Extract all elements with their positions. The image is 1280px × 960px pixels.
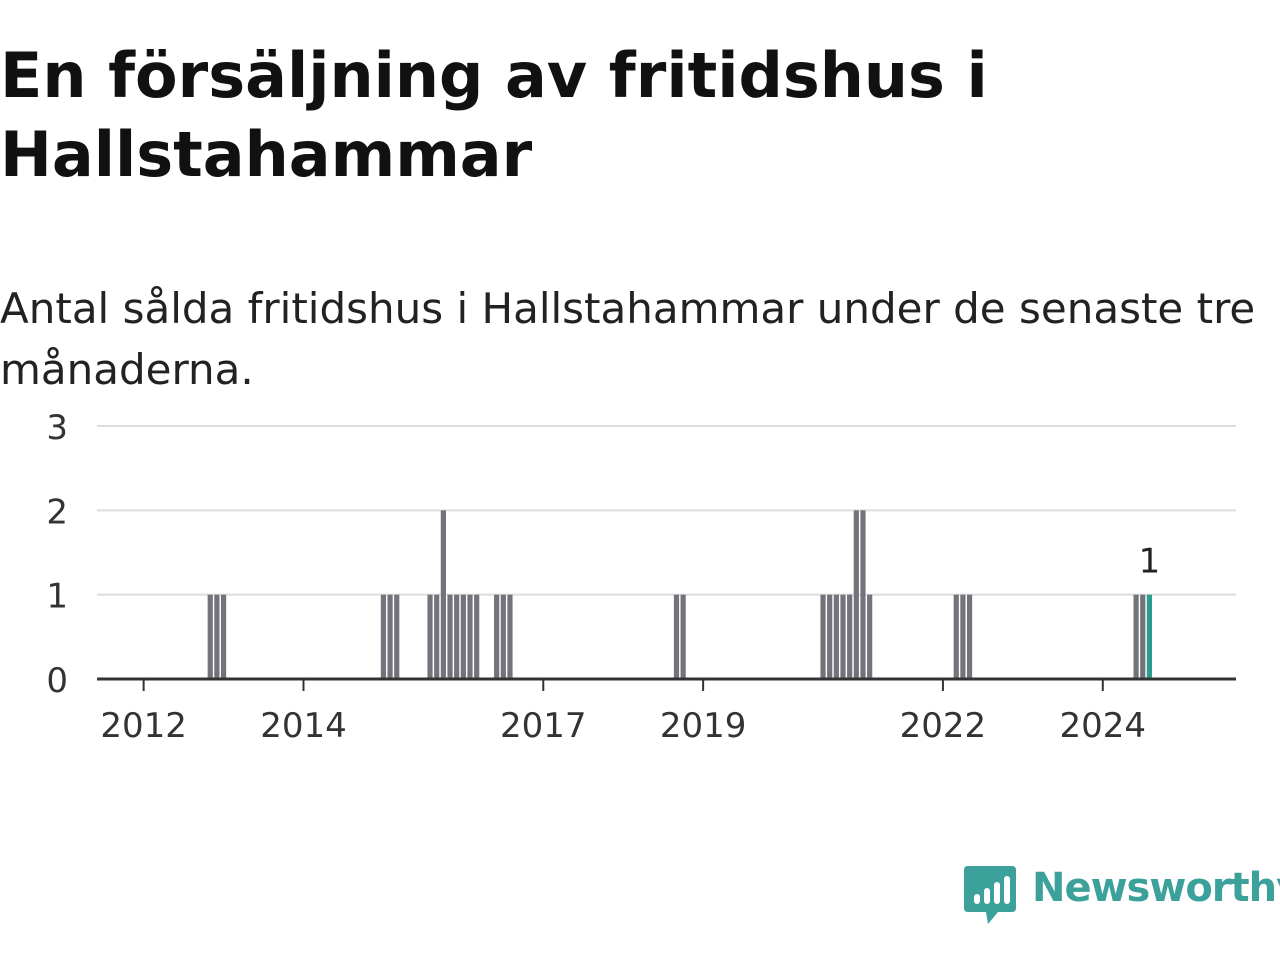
bar	[847, 594, 853, 679]
bar	[507, 594, 513, 679]
bar	[500, 594, 506, 679]
bar	[220, 594, 227, 679]
annotations: 1	[1139, 542, 1161, 582]
bar	[440, 510, 446, 679]
x-tick-label: 2017	[500, 706, 587, 746]
y-tick-label: 1	[46, 577, 68, 617]
bar	[827, 594, 833, 679]
bar	[434, 594, 440, 679]
bar	[840, 594, 846, 679]
bar	[207, 594, 213, 679]
x-tick-label: 2024	[1060, 706, 1147, 746]
y-axis-ticks: 0 1 2 3	[46, 408, 68, 701]
bar	[867, 594, 873, 679]
bar	[680, 594, 686, 679]
bar	[454, 594, 460, 679]
bar	[474, 594, 480, 679]
bar	[673, 594, 680, 679]
chart-title: En försäljning av fritidshus i Hallstaha…	[0, 39, 988, 191]
grid-lines	[97, 425, 1236, 596]
bar	[380, 594, 387, 679]
bar	[427, 594, 433, 679]
bar	[394, 594, 400, 679]
bars	[207, 510, 1153, 679]
bar	[494, 594, 500, 679]
y-tick-label: 0	[46, 661, 68, 701]
bar	[387, 594, 393, 679]
bar	[214, 594, 220, 679]
bar	[960, 594, 966, 679]
y-tick-label: 3	[46, 408, 68, 448]
bar	[1146, 594, 1153, 679]
bar	[966, 594, 973, 679]
y-tick-label: 2	[46, 492, 68, 532]
x-tick-label: 2019	[660, 706, 747, 746]
bar	[820, 594, 826, 679]
bar	[467, 594, 473, 679]
data-label: 1	[1139, 542, 1161, 582]
newsworthy-logo-icon	[964, 866, 1016, 924]
chart-subtitle: Antal sålda fritidshus i Hallstahammar u…	[0, 284, 1256, 394]
bar	[853, 510, 859, 679]
bar	[860, 510, 866, 679]
x-tick-label: 2014	[260, 706, 347, 746]
brand-name: Newsworthy	[1032, 865, 1280, 911]
bar	[1140, 594, 1146, 679]
bar-chart: 0 1 2 3 2012 2014 2017 2019 2022 2024 1	[46, 408, 1236, 746]
x-tick-label: 2022	[900, 706, 987, 746]
bar	[1133, 594, 1139, 679]
bar	[833, 594, 839, 679]
bar	[460, 594, 466, 679]
x-tick-label: 2012	[100, 706, 187, 746]
newsworthy-logo: Newsworthy	[964, 864, 1280, 928]
bar	[447, 594, 453, 679]
x-axis-ticks: 2012 2014 2017 2019 2022 2024	[100, 679, 1146, 746]
bar	[953, 594, 959, 679]
